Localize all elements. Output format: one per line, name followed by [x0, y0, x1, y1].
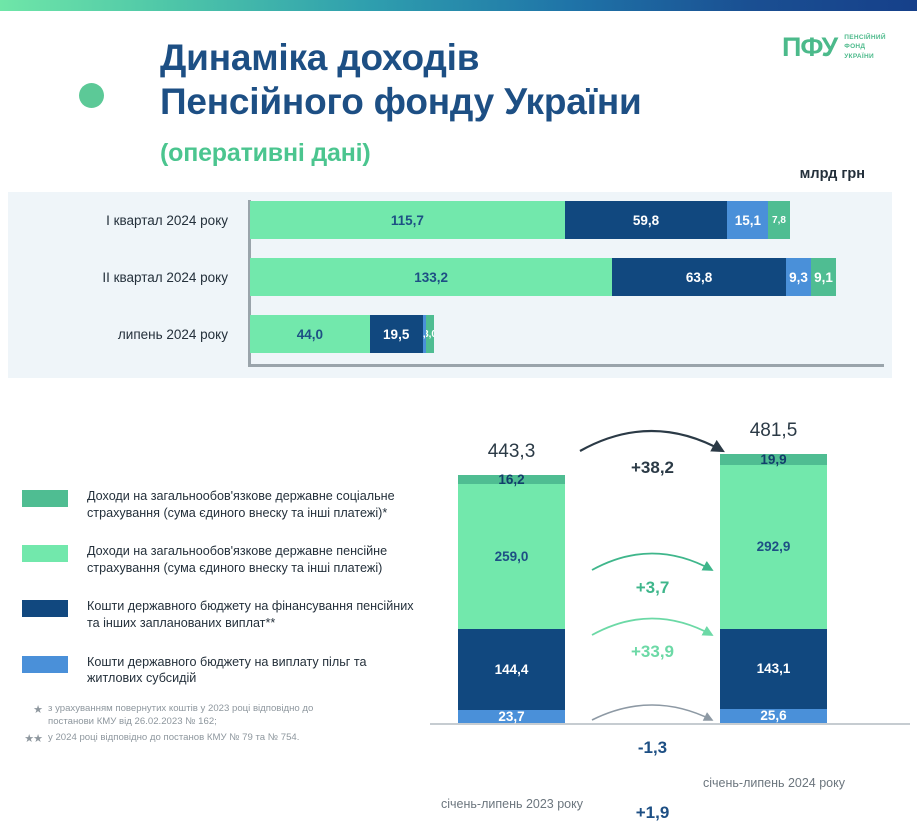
segment-pension: 133,2: [250, 258, 613, 296]
segment-pension: 44,0: [250, 315, 370, 353]
delta-arrows: [579, 430, 725, 721]
vertical-bar-chart: 443,3 16,2 259,0 144,4 23,7 січень-липень 202…: [420, 410, 917, 822]
pfu-logo-text: ПЕНСІЙНИЙ ФОНД УКРАЇНИ: [844, 33, 886, 61]
segment-subsidies: 1,2: [422, 315, 426, 353]
social-delta: +3,7: [635, 578, 670, 597]
chart-legend: Доходи на загальнообов'язкове державне с…: [22, 488, 422, 709]
legend-item-pension: Доходи на загальнообов'язкове державне п…: [22, 543, 422, 576]
pfu-logo-line1: ПЕНСІЙНИЙ: [844, 34, 886, 41]
vsegment-budget: 143,1: [720, 628, 827, 709]
legend-item-social: Доходи на загальнообов'язкове державне с…: [22, 488, 422, 521]
vsegment-subsidies: 25,6: [720, 708, 827, 723]
legend-swatch-subsidies: [22, 655, 68, 673]
segment-social: 9,1: [811, 258, 836, 296]
vsegment-pension: 259,0: [458, 484, 565, 630]
horizontal-bar-row: липень 2024 року 44,019,51,23,0: [0, 315, 884, 353]
legend-label: Кошти державного бюджету на виплату піль…: [87, 654, 367, 686]
footnote-marker-icon: ★★: [24, 732, 43, 745]
horizontal-bar: 115,7 59,8 15,1 7,8: [250, 201, 790, 239]
footnote-marker-icon: ★: [33, 704, 43, 716]
legend-swatch-budget: [22, 600, 68, 618]
vertical-bar-caption: січень-липень 2024 року: [703, 775, 845, 790]
page-title-line2: Пенсійного фонду України: [160, 80, 642, 122]
legend-label: Кошти державного бюджету на фінансування…: [87, 599, 414, 631]
footnote-text: у 2024 році відповідно до постанов КМУ №…: [48, 731, 300, 743]
pfu-logo-line2: ФОНД: [844, 43, 866, 51]
vsegment-subsidies: 23,7: [458, 709, 565, 724]
page-title: Динаміка доходів Пенсійного фонду Україн…: [160, 36, 800, 123]
pfu-logo: ПФУ ПЕНСІЙНИЙ ФОНД УКРАЇНИ: [782, 33, 886, 61]
horizontal-bar-row: II квартал 2024 року 133,2 63,8 9,3 9,1: [0, 258, 884, 296]
subsidies-delta: +1,9: [635, 803, 670, 822]
footnote: ★ з урахуванням повернутих коштів у 2023 …: [22, 703, 362, 729]
horizontal-bar-category-label: липень 2024 року: [117, 326, 228, 342]
vertical-bar-column: 481,5 19,9 292,9 143,1 25,6 січень-липень 202…: [703, 420, 845, 790]
vertical-bar-total-label: 443,3: [487, 441, 536, 463]
segment-social: 3,0: [425, 315, 435, 353]
horizontal-bar-row: I квартал 2024 року 115,7 59,8 15,1 7,8: [0, 201, 884, 239]
pension-delta: +33,9: [630, 642, 674, 661]
vsegment-social: 16,2: [458, 472, 565, 487]
segment-budget: 19,5: [369, 315, 423, 353]
footnote-text: з урахуванням повернутих коштів у 2023 р…: [48, 703, 314, 727]
vertical-chart-baseline: [430, 723, 910, 725]
footnotes: ★ з урахуванням повернутих коштів у 2023 …: [22, 703, 362, 748]
vertical-bar-column: 443,3 16,2 259,0 144,4 23,7 січень-липень 202…: [441, 441, 583, 811]
vsegment-budget: 144,4: [458, 629, 565, 710]
vsegment-social: 19,9: [720, 452, 827, 467]
page-title-line1: Динаміка доходів: [160, 37, 480, 78]
segment-pension: 115,7: [250, 201, 565, 239]
vsegment-pension: 292,9: [720, 464, 827, 629]
legend-swatch-pension: [22, 545, 68, 563]
vertical-bar-total-label: 481,5: [749, 419, 798, 441]
horizontal-chart-baseline: [248, 364, 884, 367]
footnote: ★★ у 2024 році відповідно до постанов КМУ…: [22, 732, 362, 745]
horizontal-bar-category-label: I квартал 2024 року: [106, 212, 228, 228]
segment-subsidies: 9,3: [785, 258, 812, 296]
gradient-top-bar: [0, 0, 917, 11]
segment-budget: 63,8: [612, 258, 786, 296]
legend-item-budget: Кошти державного бюджету на фінансування…: [22, 598, 422, 631]
horizontal-bar-category-label: II квартал 2024 року: [102, 269, 228, 285]
pfu-logo-mark: ПФУ: [782, 31, 838, 62]
segment-social: 7,8: [768, 201, 790, 239]
horizontal-bar: 44,019,51,23,0: [250, 315, 435, 353]
budget-delta: -1,3: [637, 738, 668, 757]
legend-item-subsidies: Кошти державного бюджету на виплату піль…: [22, 654, 422, 687]
segment-subsidies: 15,1: [727, 201, 769, 239]
legend-swatch-social: [22, 490, 68, 507]
unit-label: млрд грн: [799, 166, 865, 182]
horizontal-chart-axis: [248, 200, 251, 365]
decorative-green-dot: [79, 83, 104, 108]
horizontal-bar: 133,2 63,8 9,3 9,1: [250, 258, 836, 296]
segment-budget: 59,8: [564, 201, 728, 239]
legend-label: Доходи на загальнообов'язкове державне п…: [87, 544, 388, 575]
page-subtitle: (оперативні дані): [160, 139, 371, 167]
total-delta: +38,2: [630, 458, 674, 477]
pfu-logo-line3: УКРАЇНИ: [844, 52, 874, 60]
legend-label: Доходи на загальнообов'язкове державне с…: [87, 489, 395, 520]
